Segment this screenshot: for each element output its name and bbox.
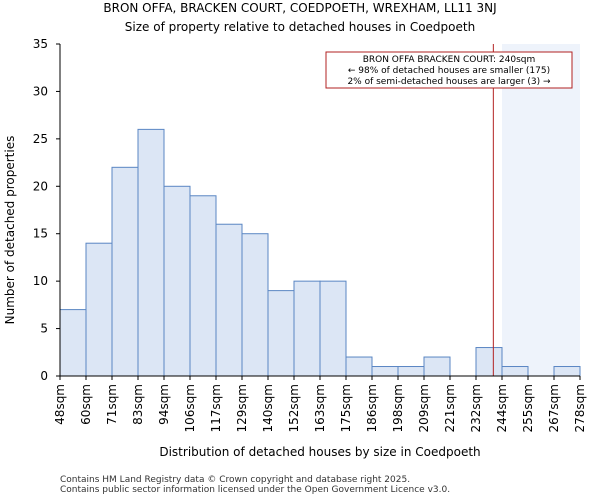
footer-line-2: Contains public sector information licen…	[60, 485, 451, 495]
bar-152sqm	[293, 280, 321, 377]
y-tick-label: 0	[40, 369, 48, 383]
x-tick-label: 278sqm	[573, 384, 587, 432]
x-tick-label: 163sqm	[313, 384, 327, 432]
x-tick-label: 60sqm	[79, 384, 93, 425]
y-tick-label: 15	[33, 227, 48, 241]
y-tick-label: 35	[33, 37, 48, 51]
x-tick-label: 232sqm	[469, 384, 483, 432]
annotation-line-1: BRON OFFA BRACKEN COURT: 240sqm	[363, 55, 536, 65]
bar-94sqm	[163, 185, 191, 377]
x-tick-label: 71sqm	[105, 384, 119, 425]
chart-title: BRON OFFA, BRACKEN COURT, COEDPOETH, WRE…	[103, 1, 497, 15]
x-tick-label: 106sqm	[183, 384, 197, 432]
y-axis-label: Number of detached properties	[3, 136, 17, 325]
y-tick-label: 25	[33, 132, 48, 146]
bar-71sqm	[111, 166, 139, 377]
highlight-region	[502, 44, 580, 376]
bar-129sqm	[241, 233, 269, 377]
y-tick-label: 30	[33, 84, 48, 98]
y-tick-label: 5	[40, 322, 48, 336]
x-tick-label: 198sqm	[391, 384, 405, 432]
bar-163sqm	[319, 280, 347, 377]
x-tick-label: 117sqm	[209, 384, 223, 432]
bar-267sqm	[553, 366, 581, 377]
y-tick-label: 20	[33, 179, 48, 193]
x-axis-label: Distribution of detached houses by size …	[159, 445, 480, 459]
bar-175sqm	[345, 356, 373, 377]
x-tick-label: 140sqm	[261, 384, 275, 432]
x-tick-label: 255sqm	[521, 384, 535, 432]
bar-117sqm	[215, 223, 243, 377]
chart-subtitle: Size of property relative to detached ho…	[124, 20, 476, 34]
bar-232sqm	[475, 347, 503, 377]
bar-140sqm	[267, 290, 295, 377]
x-tick-label: 48sqm	[53, 384, 67, 425]
x-tick-label: 244sqm	[495, 384, 509, 432]
y-tick-label: 10	[33, 274, 48, 288]
bar-106sqm	[189, 195, 217, 377]
bar-186sqm	[371, 366, 399, 377]
bar-60sqm	[85, 242, 113, 377]
x-tick-label: 186sqm	[365, 384, 379, 432]
x-tick-label: 83sqm	[131, 384, 145, 425]
x-tick-label: 267sqm	[547, 384, 561, 432]
bar-198sqm	[397, 366, 425, 377]
bar-244sqm	[501, 366, 529, 377]
x-tick-label: 221sqm	[443, 384, 457, 432]
footer-line-1: Contains HM Land Registry data © Crown c…	[60, 475, 411, 485]
bar-48sqm	[59, 309, 87, 377]
x-tick-label: 209sqm	[417, 384, 431, 432]
x-tick-label: 129sqm	[235, 384, 249, 432]
annotation-box: BRON OFFA BRACKEN COURT: 240sqm ← 98% of…	[325, 51, 573, 89]
annotation-line-2: ← 98% of detached houses are smaller (17…	[348, 66, 550, 76]
x-tick-label: 94sqm	[157, 384, 171, 425]
bar-83sqm	[137, 128, 165, 377]
x-tick-label: 152sqm	[287, 384, 301, 432]
annotation-line-3: 2% of semi-detached houses are larger (3…	[347, 77, 551, 87]
bar-209sqm	[423, 356, 451, 377]
x-tick-label: 175sqm	[339, 384, 353, 432]
